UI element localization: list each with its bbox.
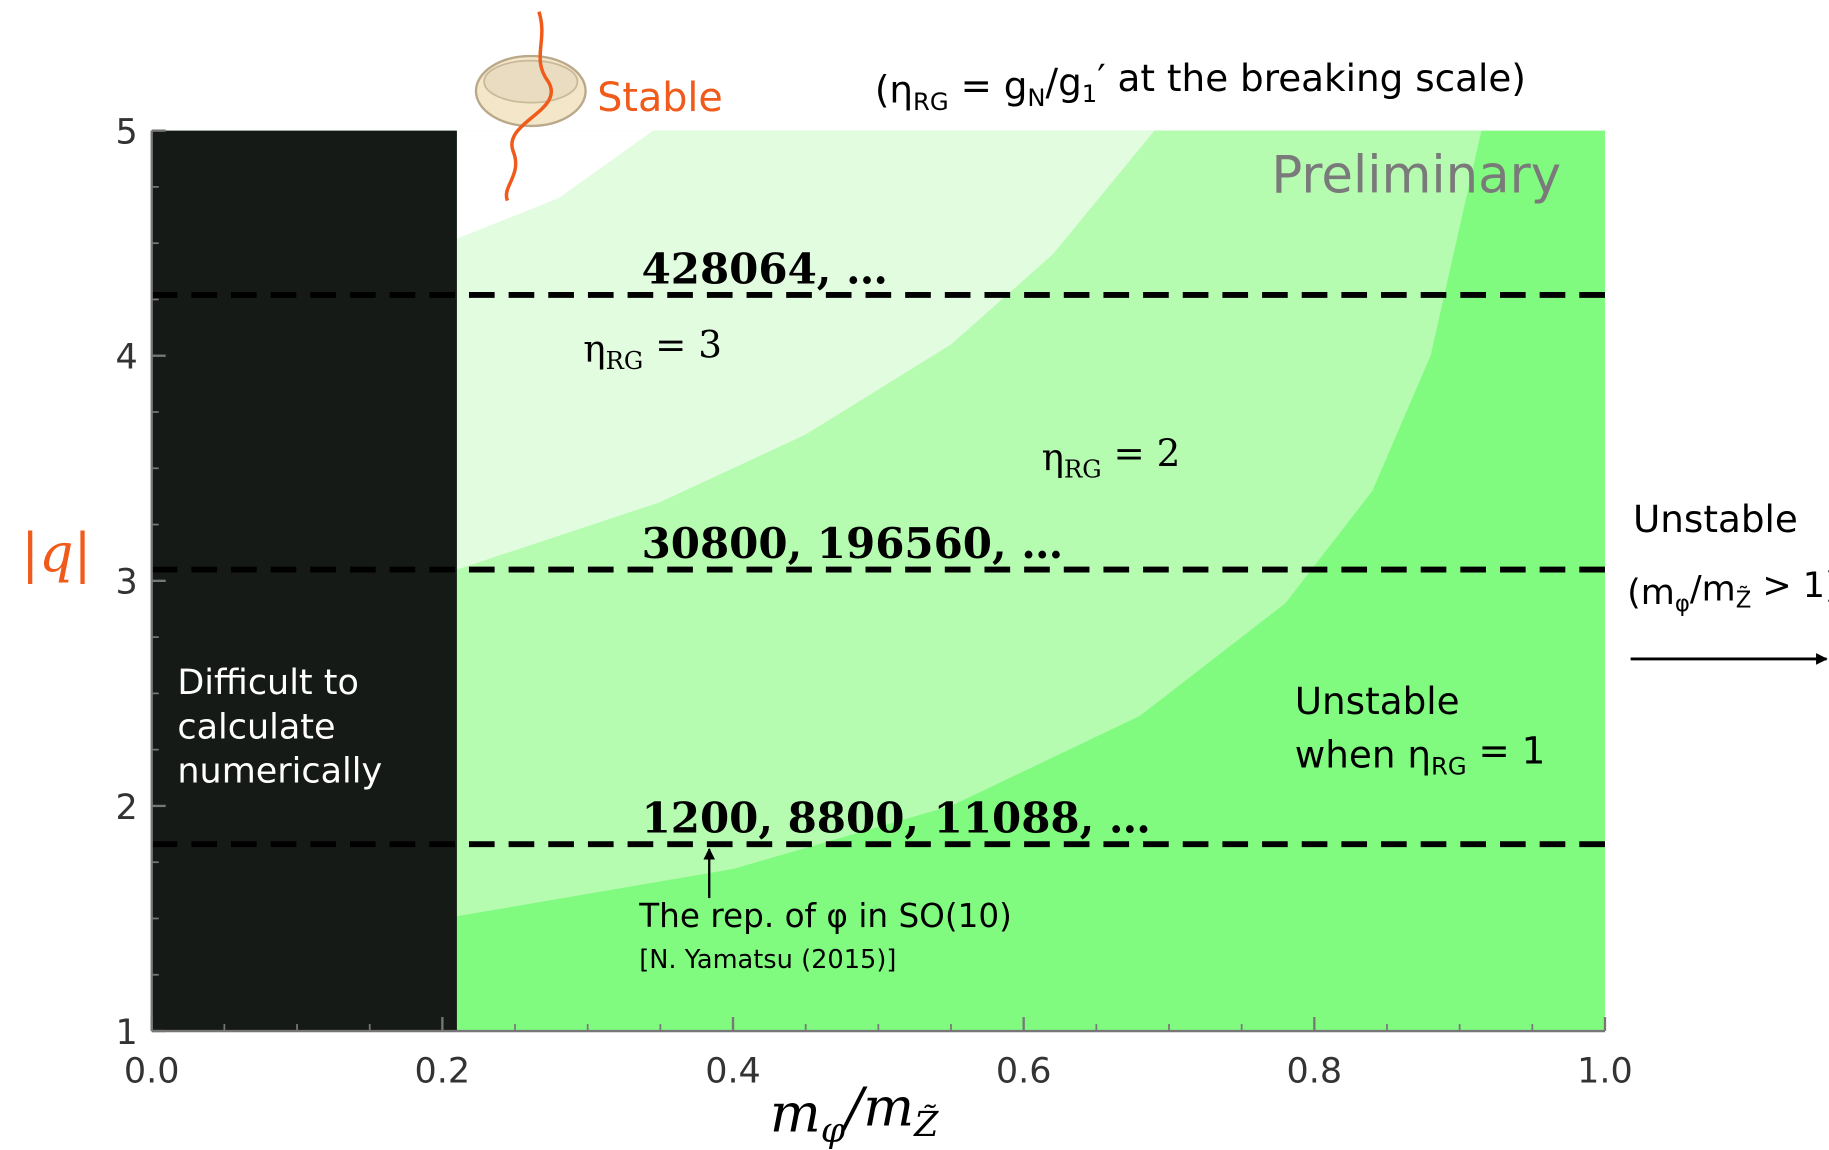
text-part: (η — [875, 68, 913, 112]
region-label: Unstable — [1295, 679, 1460, 723]
x-tick-label: 0.0 — [124, 1051, 180, 1091]
text-part: = g — [949, 64, 1028, 108]
watermark: Preliminary — [1271, 145, 1561, 205]
x-tick-label: 0.8 — [1287, 1051, 1343, 1091]
chart-title: (ηRG = gN/g1′ at the breaking scale) — [875, 56, 1526, 116]
text-part: Unstable — [1295, 679, 1460, 723]
text-part: 1 — [1082, 79, 1097, 108]
x-tick-label: 0.2 — [415, 1051, 471, 1091]
level-label: 428064, … — [642, 244, 888, 293]
x-tick-label: 0.4 — [705, 1051, 761, 1091]
chart: Stable Preliminary Unstable The rep. of … — [0, 0, 1829, 1150]
text-part: RG — [606, 346, 644, 375]
excluded-label: Difficult to — [177, 663, 358, 703]
text-part: Z̃ — [1736, 586, 1752, 613]
excluded-label: calculate — [177, 707, 335, 747]
x-tick-label: 0.6 — [996, 1051, 1052, 1091]
page: {"chart_data": { "type": "region", "titl… — [0, 0, 1829, 1150]
y-tick-label: 2 — [115, 788, 137, 828]
y-axis-label: |q| — [21, 522, 91, 585]
y-tick-label: 4 — [115, 338, 137, 378]
y-tick-label: 5 — [115, 112, 137, 152]
y-tick-label: 1 — [115, 1013, 137, 1053]
text-part: = 1 — [1467, 729, 1546, 773]
reference-text: The rep. of φ in SO(10) — [638, 897, 1012, 935]
text-part: /m — [1690, 569, 1736, 609]
text-part: N — [1027, 83, 1045, 112]
reference-cite: [N. Yamatsu (2015)] — [639, 945, 896, 975]
text-part: when η — [1295, 732, 1431, 776]
text-part: > 1) — [1751, 566, 1829, 606]
excluded-label: numerically — [177, 752, 382, 792]
text-part: η — [1042, 435, 1064, 479]
text-part: RG — [1064, 454, 1102, 483]
text-part: m — [770, 1081, 821, 1144]
text-part: Z̃ — [913, 1104, 939, 1145]
text-part: = 2 — [1102, 431, 1181, 475]
level-label: 30800, 196560, … — [642, 519, 1064, 568]
x-tick-label: 1.0 — [1577, 1051, 1633, 1091]
text-part: /g — [1046, 60, 1082, 104]
y-tick-label: 3 — [115, 563, 137, 603]
x-axis-label: mφ/mZ̃ — [770, 1076, 939, 1150]
text-part: η — [583, 327, 605, 371]
excluded-region — [152, 131, 457, 1031]
unstable-side-label: Unstable — [1633, 497, 1798, 541]
text-part: ′ at the breaking scale) — [1097, 56, 1526, 100]
text-part: RG — [913, 87, 949, 116]
unstable-condition: (mφ/mZ̃ > 1) — [1627, 566, 1829, 617]
text-part: = 3 — [643, 323, 722, 367]
stable-label: Stable — [597, 75, 723, 121]
text-part: φ — [1675, 591, 1690, 617]
text-part: RG — [1431, 752, 1467, 781]
level-label: 1200, 8800, 11088, … — [642, 794, 1151, 843]
text-part: (m — [1627, 573, 1675, 613]
text-part: φ — [821, 1111, 846, 1150]
text-part: /m — [840, 1076, 914, 1139]
